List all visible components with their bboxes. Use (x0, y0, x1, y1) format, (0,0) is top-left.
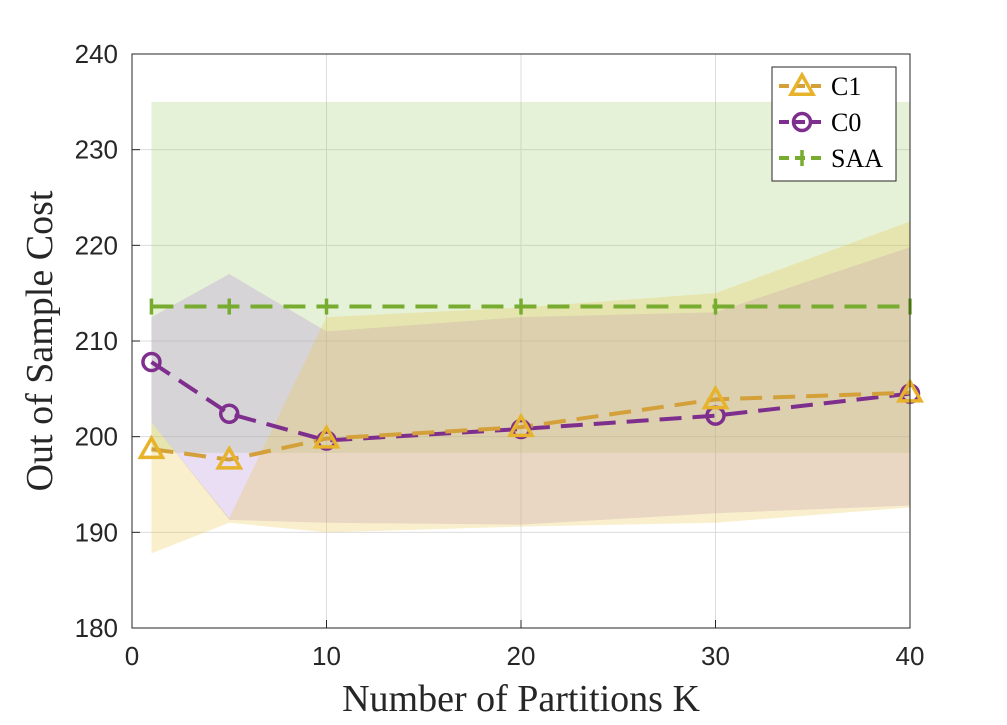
band-c1 (151, 221, 910, 554)
y-tick-label: 190 (75, 517, 118, 547)
point-c0 (141, 351, 162, 373)
x-tick-label: 0 (125, 641, 139, 671)
y-tick-label: 180 (75, 613, 118, 643)
x-tick-label: 10 (312, 641, 341, 671)
y-tick-label: 240 (75, 39, 118, 69)
band-c0 (151, 247, 910, 525)
x-tick-label: 40 (896, 641, 925, 671)
x-axis-label: Number of Partitions K (342, 678, 700, 720)
legend-label-c1: C1 (831, 72, 861, 101)
legend-label-c0: C0 (831, 108, 861, 137)
y-tick-label: 220 (75, 230, 118, 260)
point-c1 (506, 412, 536, 438)
point-c1 (137, 434, 166, 460)
point-c0 (219, 403, 240, 424)
uncertainty-bands (151, 101, 910, 554)
x-axis-ticks: 0 10 20 30 40 (125, 620, 925, 671)
legend-label-saa: SAA (831, 144, 883, 173)
legend-marker-c0 (791, 111, 813, 133)
legend: C1 C0 SAA (771, 66, 897, 182)
point-c1 (215, 445, 244, 470)
x-tick-label: 20 (507, 641, 536, 671)
y-axis-ticks: 180 190 200 210 220 230 240 (75, 39, 140, 643)
x-tick-label: 30 (701, 641, 730, 671)
y-tick-label: 210 (75, 326, 118, 356)
series-lines (150, 304, 911, 462)
y-tick-label: 200 (75, 422, 118, 452)
y-tick-label: 230 (75, 135, 118, 165)
line-c0 (150, 360, 911, 443)
legend-marker-c1 (787, 71, 817, 96)
y-axis-label: Out of Sample Cost (19, 190, 61, 491)
point-c1 (312, 424, 341, 449)
point-c1 (701, 384, 730, 410)
line-c1 (151, 390, 911, 462)
band-saa (151, 101, 910, 453)
